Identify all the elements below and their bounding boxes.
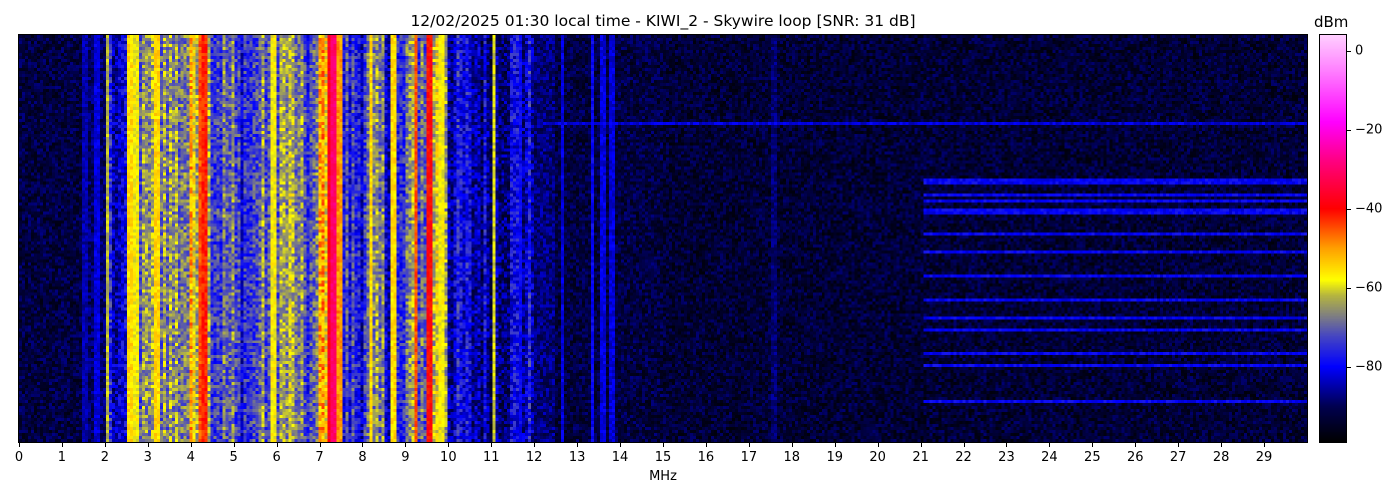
colorbar-tick-label: −40 (1355, 201, 1383, 217)
x-tick (1092, 442, 1094, 447)
x-tick (276, 442, 278, 447)
x-tick-label: 22 (955, 450, 972, 465)
x-tick-label: 2 (100, 450, 109, 465)
colorbar-tick-label: −60 (1355, 280, 1383, 296)
colorbar-tick (1346, 208, 1351, 210)
x-tick (577, 442, 579, 447)
x-tick (1178, 442, 1180, 447)
x-tick-label: 18 (783, 450, 801, 465)
x-tick (920, 442, 922, 447)
x-tick (791, 442, 793, 447)
x-tick (1006, 442, 1008, 447)
x-tick-label: 23 (998, 450, 1015, 465)
x-tick-label: 12 (525, 450, 543, 465)
x-tick-label: 20 (869, 450, 886, 465)
x-axis-label: MHz (649, 469, 677, 484)
x-tick-label: 13 (568, 450, 586, 465)
colorbar-tick (1346, 287, 1351, 289)
x-tick (233, 442, 235, 447)
x-tick (620, 442, 622, 447)
x-axis: 0 1 2 3 4 5 6 7 8 9 10 11 12 13 14 15 16 17 18 19 20 21 22 23 24… (15, 442, 1307, 472)
x-tick-label: 26 (1126, 450, 1144, 465)
x-tick (1049, 442, 1051, 447)
spectrogram-plot (19, 35, 1307, 442)
x-tick-label: 8 (358, 450, 367, 465)
x-tick-label: 3 (143, 450, 152, 465)
x-tick-label: 11 (482, 450, 500, 465)
x-tick-label: 29 (1255, 450, 1273, 465)
x-tick (1264, 442, 1266, 447)
x-tick-label: 7 (315, 450, 324, 465)
x-tick-label: 1 (57, 450, 67, 465)
x-tick-label: 5 (229, 450, 238, 465)
x-tick-label: 10 (440, 450, 457, 465)
x-tick-label: 15 (654, 450, 672, 465)
x-tick-label: 6 (272, 450, 281, 465)
x-tick (663, 442, 664, 447)
x-tick (362, 442, 364, 447)
spectrogram-heatmap (19, 35, 1307, 442)
x-tick-label: 17 (740, 450, 758, 465)
colorbar-tick-label: 0 (1355, 43, 1364, 59)
x-tick (448, 442, 450, 447)
x-tick-label: 25 (1084, 450, 1101, 465)
x-tick (1135, 442, 1137, 447)
x-tick (705, 442, 707, 447)
x-tick (877, 442, 879, 447)
x-tick (1221, 442, 1223, 447)
x-tick (147, 442, 149, 447)
x-tick (61, 442, 63, 447)
colorbar (1320, 35, 1346, 442)
x-tick (190, 442, 192, 447)
x-tick (534, 442, 536, 447)
x-tick-label: 21 (912, 450, 929, 465)
x-tick (319, 442, 321, 447)
x-tick-label: 9 (401, 450, 410, 465)
x-tick-label: 14 (611, 450, 629, 465)
colorbar-tick (1346, 50, 1351, 52)
x-tick-label: 16 (697, 450, 715, 465)
colorbar-tick-label: −20 (1355, 122, 1383, 138)
x-tick (104, 442, 106, 447)
colorbar-tick (1346, 366, 1351, 368)
x-tick (748, 442, 750, 447)
colorbar-tick-label: −80 (1355, 359, 1383, 375)
x-tick-label: 24 (1041, 450, 1058, 465)
colorbar-tick (1346, 129, 1351, 131)
chart-title: 12/02/2025 01:30 local time - KIWI_2 - S… (410, 12, 916, 30)
x-tick-label: 4 (186, 450, 195, 465)
x-tick-label: 28 (1212, 450, 1230, 465)
x-tick (834, 442, 836, 447)
x-tick (405, 442, 407, 447)
x-tick (19, 442, 20, 447)
colorbar-gradient (1320, 35, 1346, 442)
x-tick-label: 19 (826, 450, 843, 465)
x-tick (491, 442, 493, 447)
x-tick (963, 442, 965, 447)
colorbar-label: dBm (1314, 13, 1349, 31)
x-tick-label: 0 (14, 450, 24, 465)
x-tick-label: 27 (1169, 450, 1187, 465)
